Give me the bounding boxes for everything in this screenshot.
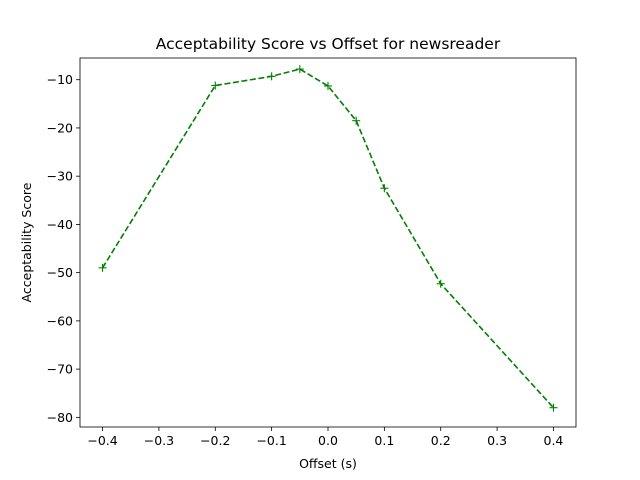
y-tick-label: −30 [47,169,73,184]
data-point-marker [549,403,558,412]
y-tick-label: −50 [47,265,73,280]
x-tick-label: 0.4 [544,433,564,448]
x-tick-label: 0.3 [487,433,507,448]
y-tick-label: −20 [47,120,73,135]
x-tick-label: 0.1 [374,433,394,448]
x-axis-ticks: −0.4 −0.3 −0.2 −0.1 0.0 0.1 0.2 0.3 0.4 [87,427,563,448]
y-axis-label: Acceptability Score [19,182,34,302]
y-tick-label: −10 [47,72,73,87]
data-point-marker [98,263,107,272]
y-axis-ticks: −10 −20 −30 −40 −50 −60 −70 −80 [47,72,80,425]
x-tick-label: −0.1 [256,433,286,448]
chart-title: Acceptability Score vs Offset for newsre… [156,35,501,53]
data-point-marker [211,81,220,90]
data-point-marker [295,65,304,74]
series-line [101,68,555,409]
plot-frame [79,57,577,428]
x-tick-label: −0.3 [144,433,174,448]
plot-series [98,65,558,412]
data-point-marker [436,279,445,288]
data-point-marker [324,81,332,90]
y-tick-label: −80 [47,410,73,425]
y-tick-label: −60 [47,313,73,328]
x-tick-label: 0.0 [318,433,338,448]
data-point-marker [267,72,276,81]
y-tick-label: −70 [47,362,73,377]
x-tick-label: −0.2 [200,433,230,448]
y-tick-label: −40 [47,217,73,232]
data-point-marker [352,116,361,125]
x-tick-label: −0.4 [87,433,117,448]
data-point-marker [380,184,389,193]
x-axis-label: Offset (s) [299,456,357,471]
x-tick-label: 0.2 [431,433,451,448]
